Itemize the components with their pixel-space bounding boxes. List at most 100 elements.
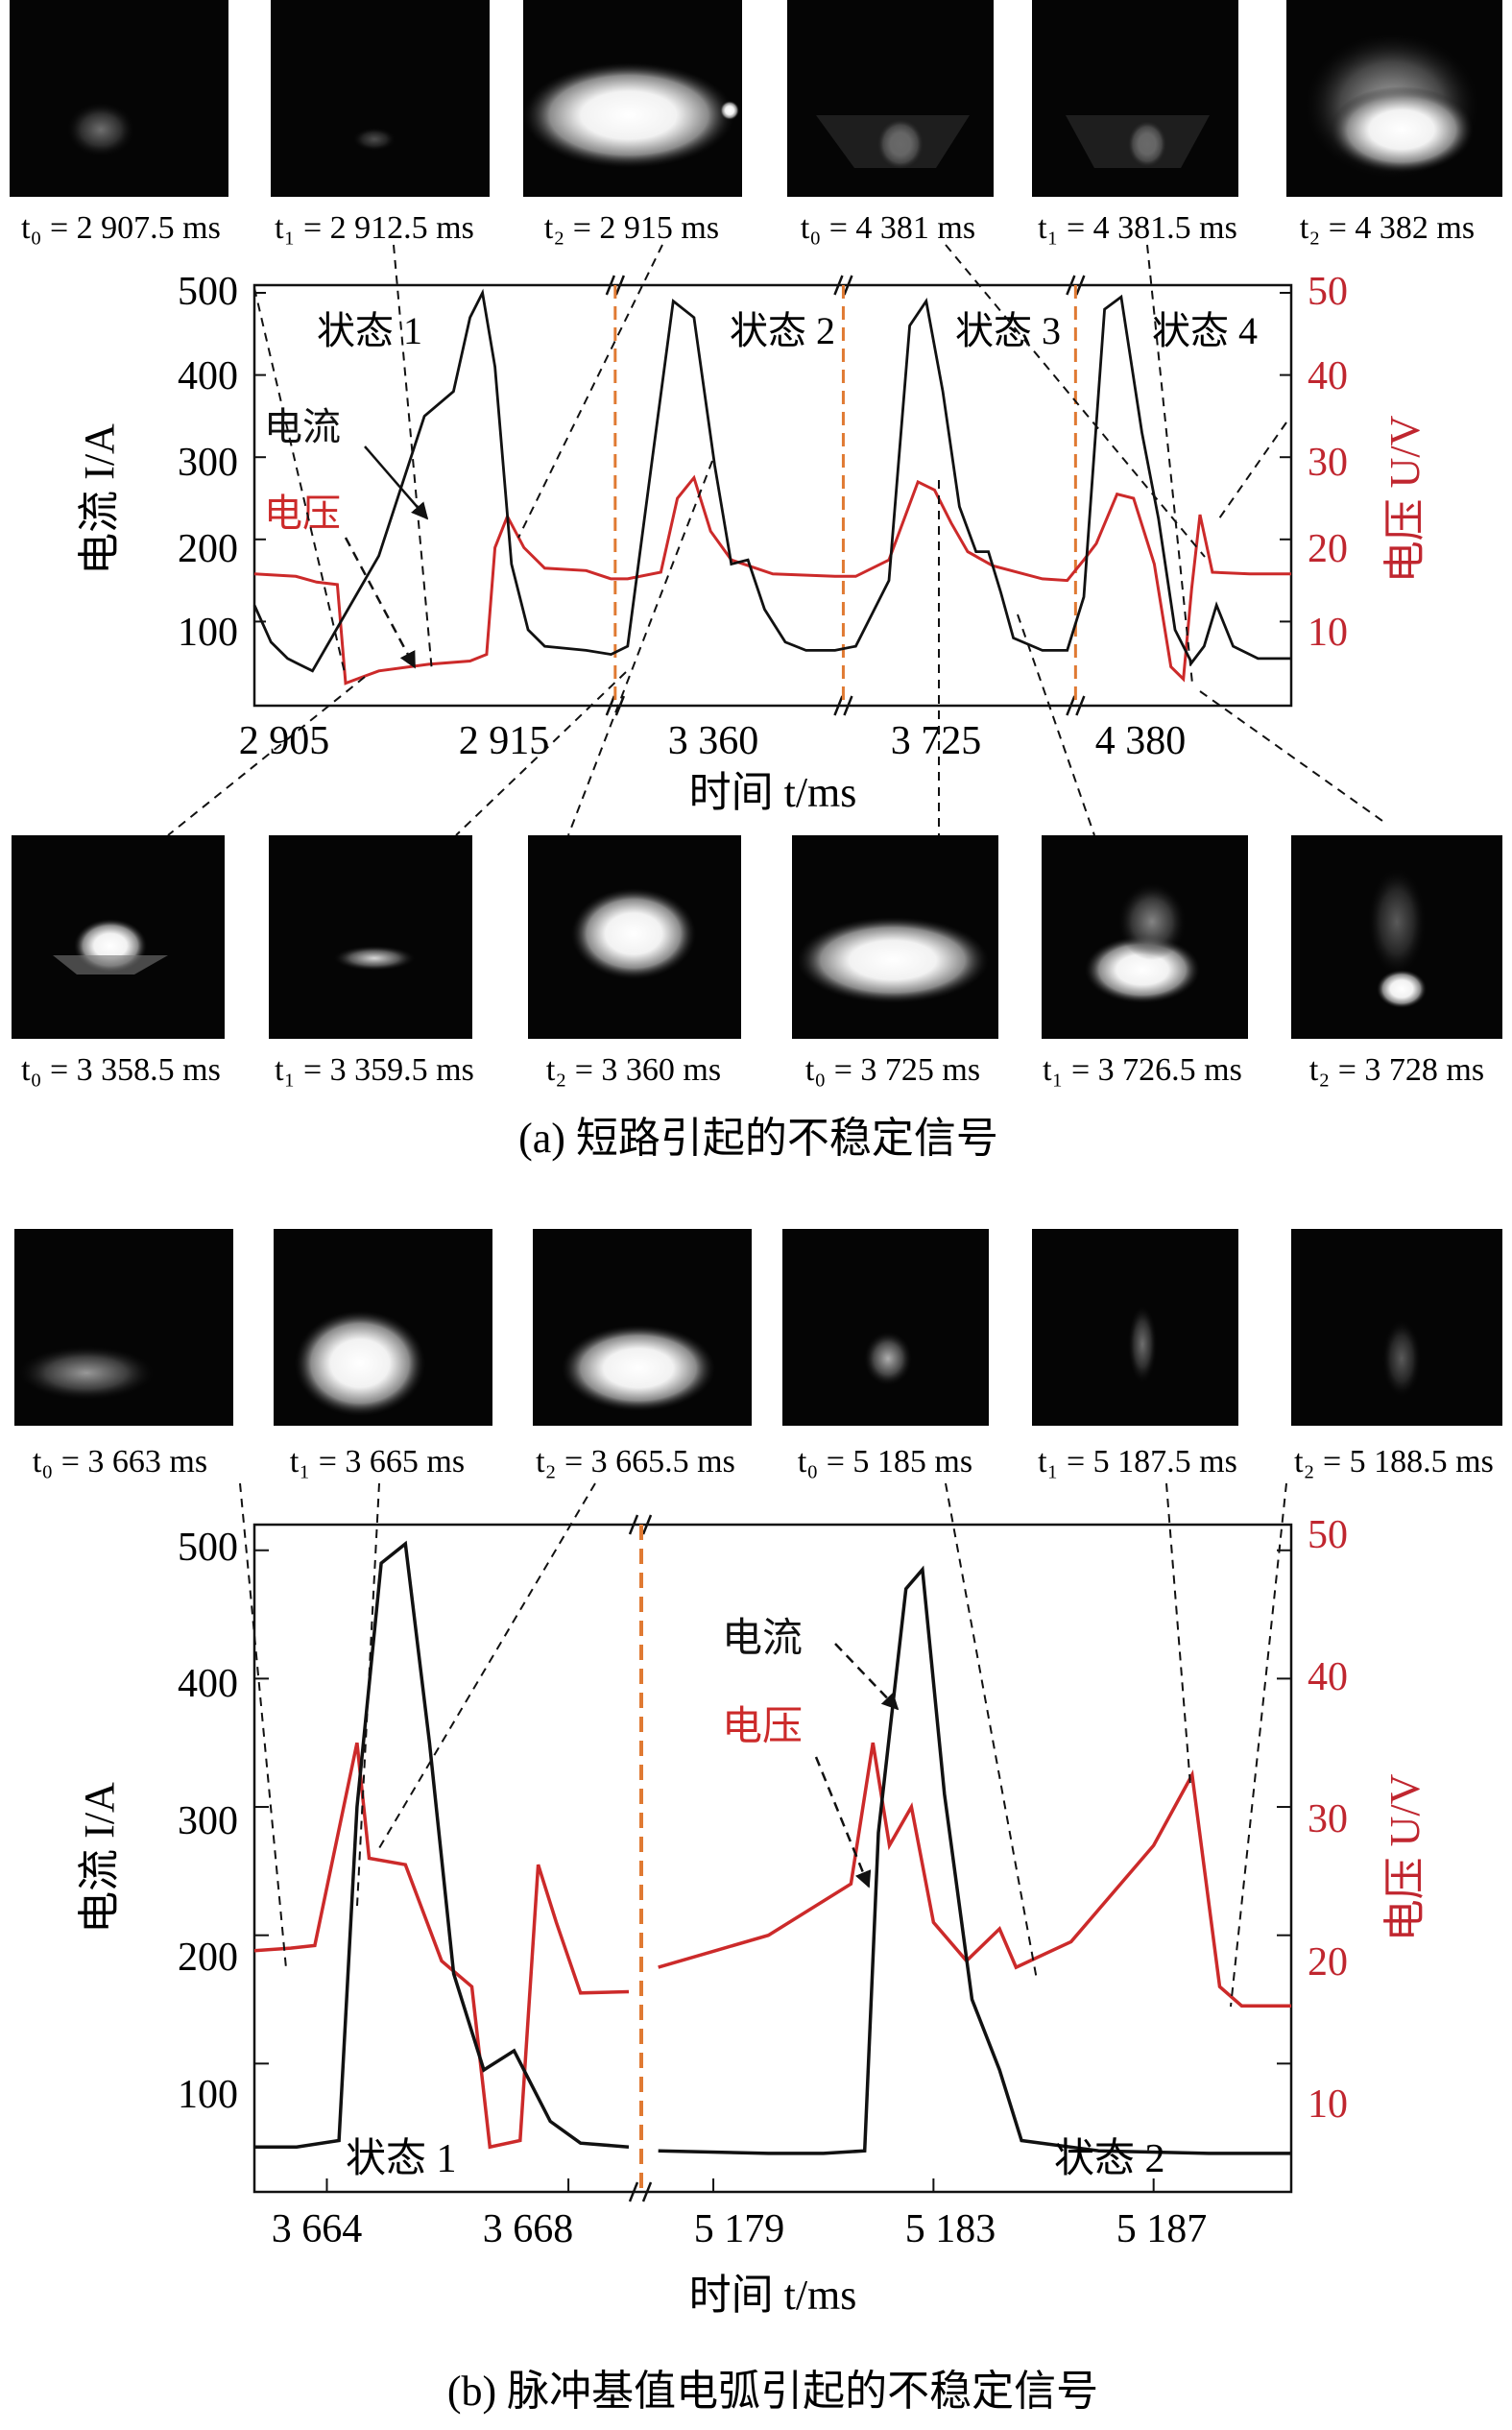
state-labels: 状态 1 状态 2 状态 3 状态 4 xyxy=(317,309,1258,352)
plot-frame xyxy=(252,283,1293,708)
image-time-label: t₀ = 3 663 ms xyxy=(33,1444,207,1480)
arc-glow xyxy=(562,1325,715,1411)
axis-break-mark xyxy=(614,275,626,296)
tick-label: 40 xyxy=(1308,354,1348,398)
arc-plume xyxy=(53,955,168,974)
arc-glow xyxy=(864,1332,912,1385)
axis-right-labels-a: 50 40 30 20 10 xyxy=(1308,270,1348,655)
x-axis-label: 时间 t/ms xyxy=(689,2272,857,2319)
panel-a-bottom-images xyxy=(12,835,1502,1039)
state-label: 状态 3 xyxy=(955,309,1061,352)
axis-ticks xyxy=(254,1549,1291,2192)
axis-right-labels-b: 50 40 30 20 10 xyxy=(1308,1513,1348,2127)
axis-ticks xyxy=(254,292,1291,623)
tick-label: 500 xyxy=(178,270,238,314)
panel-a-plot: 状态 1 状态 2 状态 3 状态 4 电流 电压 xyxy=(252,275,1293,716)
tick-label: 2 915 xyxy=(459,719,550,763)
tick-label: 20 xyxy=(1308,527,1348,571)
tick-label: 5 179 xyxy=(694,2207,785,2251)
arc-glow xyxy=(720,101,739,120)
legend-voltage: 电压 xyxy=(264,492,341,535)
arc-glow xyxy=(1377,970,1427,1008)
arc-plume xyxy=(1066,115,1210,168)
axis-break-mark xyxy=(1066,275,1076,296)
current-series-line xyxy=(252,288,1291,673)
legend: 电流 电压 xyxy=(722,1617,900,1889)
y-axis-left-label: 电流 I/A xyxy=(76,1782,123,1934)
panel-b: t₀ = 3 663 ms t₁ = 3 665 ms t₂ = 3 665.5… xyxy=(14,1229,1502,2415)
arc-glow xyxy=(1382,1320,1421,1397)
connector-lines-a xyxy=(167,244,1383,836)
legend: 电流 电压 xyxy=(264,405,429,669)
tick-label: 3 668 xyxy=(483,2207,574,2251)
legend-voltage: 电压 xyxy=(722,1705,803,1749)
image-time-label: t₂ = 2 915 ms xyxy=(544,210,719,246)
tick-label: 100 xyxy=(178,2073,238,2117)
state-labels: 状态 1 状态 2 xyxy=(346,2137,1165,2181)
tick-label: 400 xyxy=(178,1662,238,1706)
image-time-label: t₂ = 3 665.5 ms xyxy=(536,1444,735,1480)
arc-glow xyxy=(571,888,696,979)
tick-label: 4 380 xyxy=(1095,719,1187,763)
state-label: 状态 1 xyxy=(346,2137,457,2181)
tick-label: 3 725 xyxy=(891,719,982,763)
arc-glow xyxy=(797,917,989,1003)
tick-label: 20 xyxy=(1308,1940,1348,1985)
legend-current: 电流 xyxy=(722,1617,803,1661)
arc-image-b-top-4 xyxy=(782,1229,989,1426)
tick-label: 50 xyxy=(1308,270,1348,314)
image-time-label: t₁ = 3 726.5 ms xyxy=(1043,1052,1242,1088)
image-time-label: t₀ = 5 185 ms xyxy=(798,1444,972,1480)
panel-a-top-labels: t₀ = 2 907.5 ms t₁ = 2 912.5 ms t₂ = 2 9… xyxy=(21,210,1475,246)
connector-lines-b xyxy=(239,1482,1287,2008)
state-label: 状态 2 xyxy=(730,309,835,352)
axis-break-mark xyxy=(1075,275,1086,296)
image-time-label: t₂ = 3 728 ms xyxy=(1309,1052,1484,1088)
tick-label: 5 187 xyxy=(1116,2207,1208,2251)
arc-glow xyxy=(1368,869,1426,974)
tick-label: 300 xyxy=(178,441,238,485)
tick-label: 50 xyxy=(1308,1513,1348,1557)
current-series-line xyxy=(658,1565,1291,2155)
image-time-label: t₂ = 4 382 ms xyxy=(1300,210,1475,246)
current-series-line xyxy=(254,1540,630,2149)
legend-current: 电流 xyxy=(264,405,341,448)
image-time-label: t₀ = 3 358.5 ms xyxy=(21,1052,221,1088)
image-time-label: t₁ = 2 912.5 ms xyxy=(275,210,474,246)
image-time-label: t₁ = 3 359.5 ms xyxy=(275,1052,474,1088)
arc-glow xyxy=(19,1346,154,1400)
axis-break-mark xyxy=(833,275,844,296)
tick-label: 3 664 xyxy=(272,2207,363,2251)
axis-break-mark xyxy=(605,695,616,716)
arc-glow xyxy=(523,62,734,168)
axis-break-mark xyxy=(641,2181,653,2202)
axis-left-labels-a: 500 400 300 200 100 xyxy=(178,270,238,655)
plot-frame xyxy=(252,1523,1293,2194)
tick-label: 30 xyxy=(1308,1797,1348,1841)
axis-break-mark xyxy=(833,695,844,716)
state-label: 状态 4 xyxy=(1152,309,1258,352)
tick-label: 40 xyxy=(1308,1655,1348,1699)
panel-a-top-images xyxy=(10,0,1502,197)
segment-dividers xyxy=(613,285,1077,706)
axis-break-marks xyxy=(628,1514,653,2202)
voltage-series-line xyxy=(658,1742,1291,2008)
tick-label: 200 xyxy=(178,527,238,571)
image-time-label: t₀ = 3 725 ms xyxy=(805,1052,980,1088)
arc-glow xyxy=(1128,1306,1157,1383)
axis-break-mark xyxy=(1066,695,1076,716)
arc-image-a-bottom-2 xyxy=(269,835,472,1039)
panel-a-bottom-labels: t₀ = 3 358.5 ms t₁ = 3 359.5 ms t₂ = 3 3… xyxy=(21,1052,1484,1088)
arc-glow xyxy=(67,103,134,156)
axis-break-mark xyxy=(843,275,853,296)
tick-label: 10 xyxy=(1308,611,1348,655)
tick-label: 5 183 xyxy=(905,2207,996,2251)
tick-label: 3 360 xyxy=(668,719,759,763)
arc-image-a-top-2 xyxy=(271,0,490,197)
caption-b: (b) 脉冲基值电弧引起的不稳定信号 xyxy=(447,2368,1098,2415)
image-time-label: t₂ = 3 360 ms xyxy=(546,1052,721,1088)
arc-glow xyxy=(295,1311,425,1416)
y-axis-right-label: 电压 U/V xyxy=(1381,1773,1428,1941)
x-tick-labels-b: 3 664 3 668 5 179 5 183 5 187 xyxy=(272,2207,1208,2251)
